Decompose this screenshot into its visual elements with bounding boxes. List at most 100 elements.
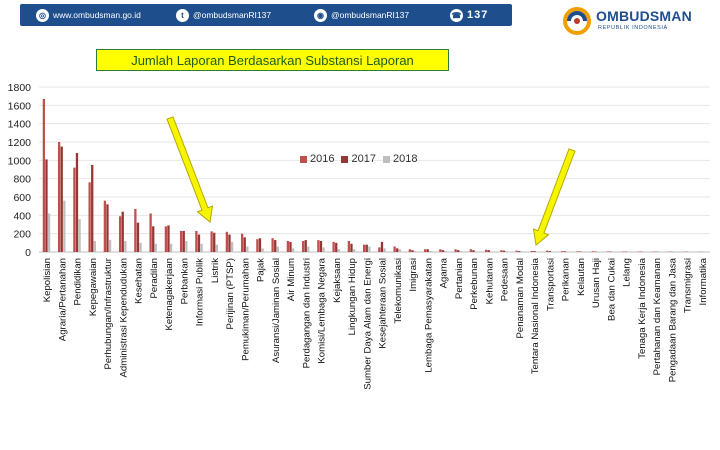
bar-2016: [118, 216, 122, 252]
bar-2018: [307, 246, 310, 252]
bar-2016: [164, 226, 168, 252]
bar-2018: [505, 251, 508, 252]
bar-2016: [88, 182, 91, 252]
globe-icon: ◎: [36, 8, 49, 22]
x-tick-label: Perijinan (PTSP): [225, 258, 236, 329]
instagram-icon: ◉: [314, 8, 327, 22]
x-tick-label: Agraria/Pertanahan: [57, 258, 68, 341]
x-tick-label: Pengadaan Barang dan Jasa: [667, 257, 678, 382]
bar-2017: [502, 250, 506, 252]
x-tick-label: Asuransi/Jaminan Sosial: [271, 258, 282, 363]
bar-2018: [322, 247, 325, 252]
bar-2016: [362, 244, 366, 252]
website-text: www.ombudsman.go.id: [53, 10, 141, 20]
chart-title-box: Jumlah Laporan Berdasarkan Substansi Lap…: [96, 49, 449, 71]
bar-2016: [515, 250, 518, 252]
bar-2017: [426, 249, 429, 252]
hotline[interactable]: ☎ 137: [450, 6, 488, 24]
bar-2018: [398, 249, 401, 252]
bar-2016: [378, 247, 381, 252]
bar-2018: [413, 251, 417, 252]
bar-2017: [350, 243, 353, 252]
bar-2016: [500, 250, 503, 252]
logo-subtitle: REPUBLIK INDONESIA: [598, 25, 668, 31]
bar-2018: [429, 251, 432, 252]
bar-2016: [149, 213, 152, 252]
bar-2017: [152, 226, 155, 252]
bar-2017: [472, 250, 475, 252]
bar-2018: [276, 246, 279, 252]
bar-2017: [136, 222, 140, 252]
bar-2018: [215, 244, 218, 252]
x-tick-label: Komisi/Lembaga Negara: [317, 257, 328, 363]
twitter-icon: t: [176, 8, 189, 22]
x-tick-label: Ketenagakerjaan: [164, 258, 175, 331]
bar-2017: [243, 237, 246, 252]
bar-2018: [185, 241, 188, 252]
bar-2018: [47, 213, 51, 252]
x-tick-label: Kepegawaian: [88, 258, 99, 316]
bar-2017: [380, 241, 384, 252]
bar-2017: [594, 251, 597, 252]
x-tick-label: Lembaga Pemasyarakatan: [423, 258, 434, 373]
x-tick-label: Peradilan: [149, 258, 160, 299]
bar-2017: [579, 251, 582, 252]
x-tick-label: Kehutanan: [484, 258, 495, 304]
instagram-link[interactable]: ◉ @ombudsmanRI137: [314, 6, 409, 24]
chart-legend: 2016 2017 2018: [300, 153, 417, 165]
bar-2016: [103, 200, 107, 252]
x-tick-label: Perikanan: [561, 258, 572, 301]
x-tick-label: Penanaman Modal: [515, 258, 526, 339]
x-tick-label: Transportasi: [545, 258, 556, 311]
x-tick-label: Pajak: [256, 258, 267, 282]
hotline-text: 137: [467, 9, 489, 21]
bar-2017: [197, 234, 201, 252]
x-tick-label: Imigrasi: [408, 258, 419, 292]
x-tick-label: Listrik: [210, 258, 221, 283]
bar-2017: [457, 250, 460, 252]
website-link[interactable]: ◎ www.ombudsman.go.id: [36, 6, 141, 24]
bar-2017: [228, 234, 231, 252]
x-tick-label: Pedesaan: [500, 258, 511, 301]
x-tick-label: Kepolisian: [42, 258, 53, 302]
bar-2016: [408, 249, 412, 252]
bar-2017: [274, 240, 277, 252]
x-tick-label: Urusan Haji: [591, 258, 602, 308]
bar-2016: [210, 231, 213, 252]
bar-2017: [319, 241, 323, 252]
bar-2017: [304, 240, 307, 252]
bar-2016: [195, 230, 198, 252]
bar-2018: [474, 251, 478, 252]
legend-label-2017: 2017: [351, 153, 376, 165]
x-tick-label: Agama: [439, 257, 450, 288]
bar-2017: [441, 250, 445, 252]
x-tick-label: Perhubungan/Infrastruktur: [103, 257, 114, 369]
twitter-link[interactable]: t @ombudsmanRI137: [176, 6, 271, 24]
bar-2016: [301, 241, 305, 252]
twitter-text: @ombudsmanRI137: [193, 10, 272, 20]
x-tick-label: Transmigrasi: [683, 258, 694, 313]
bar-2017: [487, 250, 490, 252]
bar-2016: [271, 238, 274, 252]
bar-2018: [261, 248, 264, 252]
bar-2016: [561, 251, 564, 252]
bar-2016: [225, 231, 229, 252]
header-bar: ◎ www.ombudsman.go.id t @ombudsmanRI137 …: [0, 0, 720, 36]
x-tick-label: Air Minum: [286, 258, 297, 301]
bar-2017: [411, 250, 414, 252]
bar-2018: [124, 241, 127, 252]
phone-icon: ☎: [450, 8, 463, 22]
bar-2017: [75, 153, 79, 252]
ombudsman-logo: OMBUDSMAN REPUBLIK INDONESIA: [562, 2, 712, 42]
x-tick-label: Kelautan: [576, 258, 587, 296]
legend-swatch-2016: [300, 155, 307, 163]
bar-2016: [606, 251, 610, 252]
bar-2016: [179, 230, 183, 252]
legend-label-2018: 2018: [392, 153, 418, 165]
bar-2016: [484, 249, 488, 252]
legend-item-2016: 2016: [300, 153, 334, 165]
x-tick-label: Perkebunan: [469, 258, 480, 310]
bar-2016: [545, 250, 549, 252]
bar-2017: [533, 251, 536, 252]
legend-swatch-2018: [382, 155, 390, 163]
